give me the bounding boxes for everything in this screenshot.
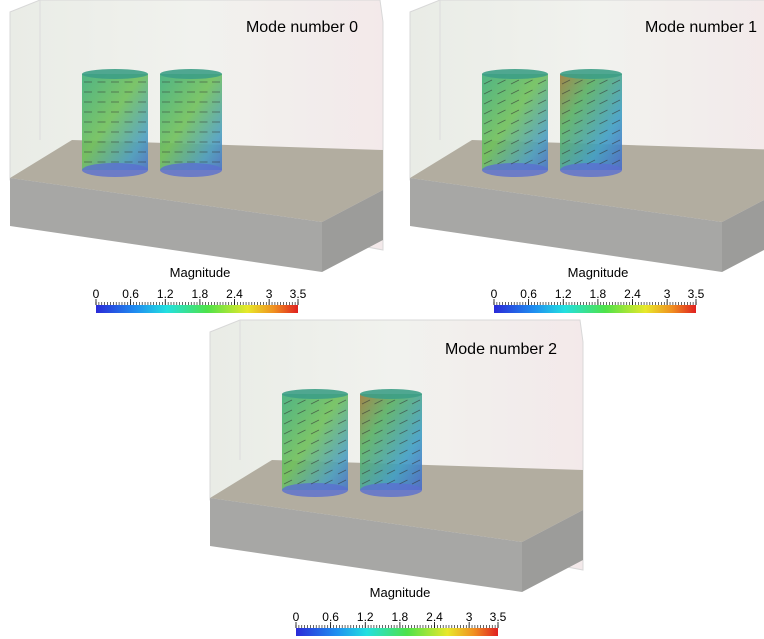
colorbar-tick-label: 0 (491, 287, 498, 301)
colorbar-tick-label: 3 (664, 287, 671, 301)
cylinder-top (160, 69, 222, 79)
figure: Mode number 0Magnitude00.61.21.82.433.5M… (0, 0, 764, 639)
colorbar-tick-label: 3 (266, 287, 273, 301)
colorbar-tick-label: 1.2 (357, 610, 374, 624)
colorbar-tick-label: 0.6 (520, 287, 537, 301)
colorbar-tick-label: 1.8 (590, 287, 607, 301)
colorbar-tick-label: 1.8 (392, 610, 409, 624)
colorbar-tick-label: 0 (293, 610, 300, 624)
colorbar-tick-label: 2.4 (226, 287, 243, 301)
colorbar (296, 628, 498, 636)
cylinder-bottom (82, 163, 148, 177)
panel-title: Mode number 2 (445, 341, 557, 358)
colorbar (494, 305, 696, 313)
colorbar-tick-label: 1.2 (157, 287, 174, 301)
colorbar-tick-label: 1.8 (192, 287, 209, 301)
cylinder-top (82, 69, 148, 79)
panel: Mode number 1 Magnitude 0 0.6 1.2 1.8 2.4 3 3.5 (410, 0, 764, 313)
colorbar-tick-label: 3.5 (490, 610, 507, 624)
cylinder-bottom (482, 163, 548, 177)
cylinder-top (360, 389, 422, 399)
colorbar-tick-label: 0.6 (122, 287, 139, 301)
cylinder-top (282, 389, 348, 399)
colorbar (96, 305, 298, 313)
colorbar-tick-label: 0.6 (322, 610, 339, 624)
colorbar-tick-label: 3.5 (290, 287, 307, 301)
colorbar-tick-label: 3 (466, 610, 473, 624)
colorbar-tick-label: 3.5 (688, 287, 705, 301)
cylinder-bottom (160, 163, 222, 177)
panel: Mode number 0 Magnitude 0 0.6 1.2 1.8 2.4 3 3.5 (10, 0, 383, 313)
panel-title: Mode number 0 (246, 19, 358, 36)
cylinder-top (560, 69, 622, 79)
colorbar-label: Magnitude (568, 265, 629, 280)
cylinder-bottom (360, 483, 422, 497)
cylinder-top (482, 69, 548, 79)
panel: Mode number 2 Magnitude 0 0.6 1.2 1.8 2.4 3 3.5 (210, 320, 583, 636)
cylinder-bottom (560, 163, 622, 177)
colorbar-label: Magnitude (170, 265, 231, 280)
colorbar-label: Magnitude (370, 585, 431, 600)
panel-title: Mode number 1 (645, 19, 757, 36)
colorbar-tick-label: 2.4 (624, 287, 641, 301)
colorbar-tick-label: 0 (93, 287, 100, 301)
colorbar-tick-label: 1.2 (555, 287, 572, 301)
cylinder-bottom (282, 483, 348, 497)
colorbar-tick-label: 2.4 (426, 610, 443, 624)
